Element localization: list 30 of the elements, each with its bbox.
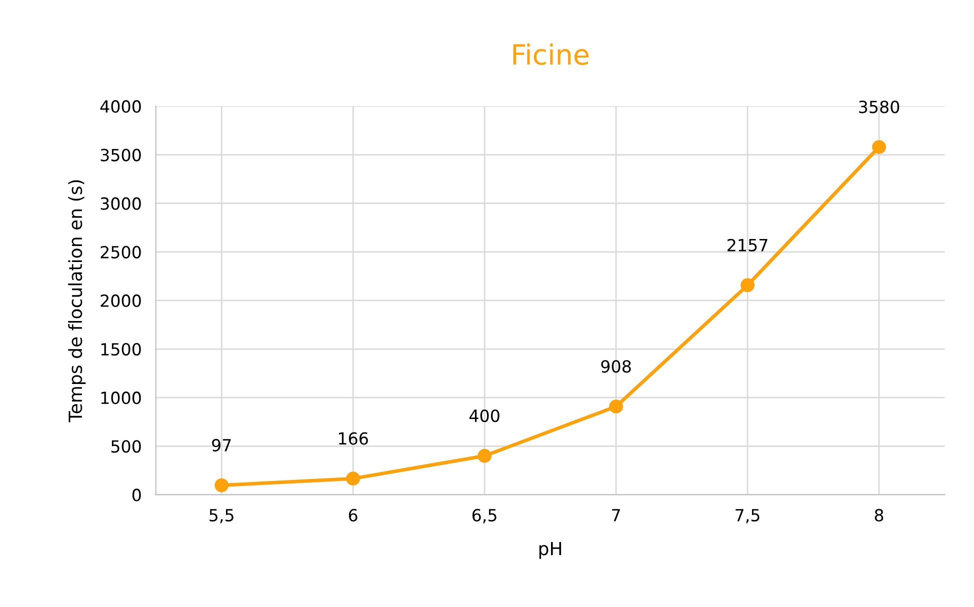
y-tick-label: 3500 [100, 148, 141, 162]
point [346, 472, 360, 486]
y-axis-title: Temps de floculation en (s) [68, 180, 86, 422]
y-tick-label: 2000 [100, 294, 141, 308]
y-tick-label: 1500 [101, 342, 141, 356]
data-label: 2157 [728, 238, 768, 252]
y-tick-label: 2500 [100, 246, 141, 258]
x-tick-label: 7 [612, 509, 620, 522]
data-label: 97 [212, 438, 231, 452]
y-tick-label: 4000 [100, 100, 141, 113]
point [214, 478, 229, 492]
chart-title: Ficine [513, 43, 589, 65]
x-tick-label: 5,5 [210, 509, 234, 524]
point [478, 448, 492, 463]
point [609, 400, 623, 414]
y-tick-label: 500 [111, 440, 141, 453]
x-tick-label: 6 [348, 508, 358, 522]
x-tick-label: 8 [874, 508, 884, 522]
data-label: 400 [469, 409, 500, 422]
y-tick-label: 0 [132, 488, 141, 502]
x-tick-label: 7,5 [736, 509, 760, 524]
x-tick-label: 6,5 [472, 508, 496, 524]
y-tick-label: 1000 [101, 392, 141, 404]
data-label: 3580 [859, 100, 900, 114]
point [740, 278, 754, 292]
point [872, 140, 886, 154]
data-label: 166 [339, 432, 368, 445]
y-tick-label: 3000 [100, 197, 141, 210]
x-axis-title: pH [539, 542, 562, 559]
data-label: 908 [601, 360, 631, 373]
